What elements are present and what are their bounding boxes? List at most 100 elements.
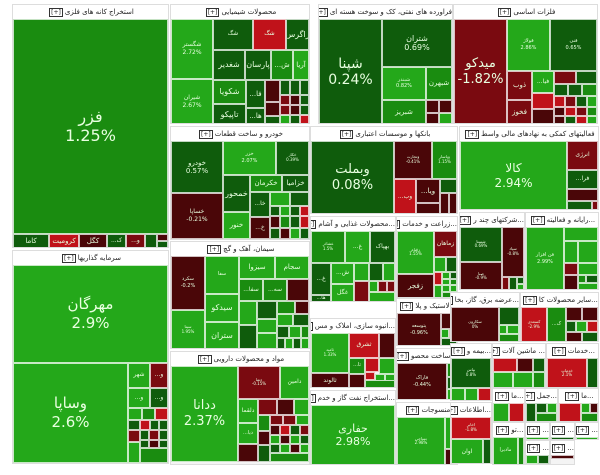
sector-header[interactable]: منسوجات[+]: [397, 403, 457, 417]
stock-tile[interactable]: وپاسار 1.15%: [432, 141, 457, 179]
sector-investments[interactable]: سرمایه گذاریها[+] مهرگان 2.9% وساپا 2.6% شهر.…: [12, 250, 169, 464]
stock-tile[interactable]: [533, 358, 545, 372]
expand-icon[interactable]: [+]: [495, 392, 510, 401]
stock-tile[interactable]: [502, 277, 509, 289]
stock-tile[interactable]: ذوب: [507, 71, 532, 100]
stock-tile[interactable]: [547, 403, 557, 413]
stock-tile[interactable]: [290, 115, 300, 123]
stock-tile[interactable]: ...فیا: [532, 71, 554, 93]
stock-tile[interactable]: [434, 285, 442, 297]
stock-tile[interactable]: [526, 455, 538, 464]
stock-tile[interactable]: [582, 332, 598, 341]
stock-tile[interactable]: [285, 338, 293, 348]
stock-tile[interactable]: اوان: [451, 439, 483, 463]
stock-tile[interactable]: [145, 234, 157, 247]
stock-tile[interactable]: ...ش: [331, 263, 354, 284]
stock-tile[interactable]: شگ: [253, 19, 286, 50]
stock-tile[interactable]: [280, 95, 290, 105]
stock-tile[interactable]: [280, 80, 290, 95]
stock-tile[interactable]: [576, 437, 598, 439]
sector-small-f[interactable]: ...[+]: [575, 422, 599, 440]
stock-tile[interactable]: تاپیکو: [213, 104, 246, 123]
sector-header[interactable]: ...[+]: [551, 441, 574, 455]
sector-header[interactable]: ...[+]: [551, 423, 574, 437]
stock-tile[interactable]: [369, 292, 395, 301]
stock-tile[interactable]: [290, 425, 300, 435]
stock-tile[interactable]: غگل: [331, 284, 354, 301]
stock-tile[interactable]: [257, 333, 277, 348]
stock-tile[interactable]: [157, 241, 168, 247]
expand-icon[interactable]: [+]: [199, 130, 213, 139]
stock-tile[interactable]: سیتا 1.95%: [171, 310, 205, 348]
stock-tile[interactable]: [270, 192, 290, 206]
stock-tile[interactable]: کالا 2.94%: [460, 141, 567, 209]
stock-tile[interactable]: [290, 206, 300, 216]
expand-icon[interactable]: [+]: [497, 8, 512, 17]
stock-tile[interactable]: [300, 435, 309, 444]
sector-header[interactable]: ...شرکتهای چند ر[+]: [460, 213, 524, 227]
stock-tile[interactable]: [513, 372, 533, 387]
stock-tile[interactable]: ...ک: [547, 307, 566, 341]
stock-tile[interactable]: [566, 332, 582, 341]
stock-tile[interactable]: ددانا 2.37%: [171, 366, 238, 462]
sector-small-h[interactable]: ...[+]: [550, 440, 575, 465]
stock-tile[interactable]: [434, 257, 446, 272]
sector-real-estate[interactable]: ...انبوه سازی، املاک و مس[+]ثامید1.33%ثش…: [310, 318, 396, 388]
stock-tile[interactable]: [507, 325, 519, 334]
stock-tile[interactable]: [526, 403, 536, 421]
stock-tile[interactable]: ...غ: [311, 263, 331, 295]
sector-small-c[interactable]: ...ما[+]: [558, 388, 599, 422]
stock-tile[interactable]: [257, 301, 277, 319]
stock-tile[interactable]: زفجر: [397, 274, 434, 297]
expand-icon[interactable]: [+]: [576, 426, 590, 435]
expand-icon[interactable]: [+]: [451, 296, 453, 305]
stock-tile[interactable]: [582, 307, 598, 321]
stock-tile[interactable]: [533, 372, 545, 387]
stock-tile[interactable]: [140, 420, 150, 430]
stock-tile[interactable]: ...و: [150, 388, 168, 408]
stock-tile[interactable]: [576, 107, 587, 116]
stock-tile[interactable]: ...خا: [250, 192, 270, 217]
stock-tile[interactable]: [238, 444, 258, 462]
expand-icon[interactable]: [+]: [207, 245, 222, 254]
sector-header[interactable]: ...[+]: [576, 423, 598, 437]
stock-tile[interactable]: [551, 437, 574, 439]
sector-header[interactable]: ...اطلاعات[+]: [451, 403, 491, 417]
stock-tile[interactable]: [379, 333, 395, 358]
stock-tile[interactable]: [554, 96, 565, 107]
stock-tile[interactable]: [277, 314, 293, 326]
stock-tile[interactable]: زاگرس: [286, 19, 309, 50]
stock-tile[interactable]: [258, 431, 270, 445]
stock-tile[interactable]: سیزوا: [239, 256, 275, 279]
stock-tile[interactable]: [442, 272, 450, 279]
sector-transport[interactable]: ...تو[+] مادیرا: [492, 422, 525, 465]
stock-tile[interactable]: ثشرق: [349, 333, 379, 358]
stock-tile[interactable]: [442, 279, 450, 285]
stock-tile[interactable]: [277, 399, 294, 415]
sector-pharma[interactable]: مواد و محصولات دارویی[+] ددانا 2.37% دتما -0…: [170, 351, 310, 465]
stock-tile[interactable]: [587, 321, 598, 332]
stock-tile[interactable]: غشاذر 1.5%: [311, 231, 345, 263]
stock-tile[interactable]: [128, 408, 142, 420]
expand-icon[interactable]: [+]: [565, 392, 580, 401]
stock-tile[interactable]: نساجی 2.98%: [397, 417, 445, 464]
stock-tile[interactable]: [450, 272, 457, 279]
stock-tile[interactable]: [280, 228, 290, 239]
stock-tile[interactable]: سپاد -0.8%: [502, 227, 524, 277]
expand-icon[interactable]: [+]: [526, 392, 535, 401]
stock-tile[interactable]: [578, 263, 598, 275]
stock-tile[interactable]: [509, 277, 517, 289]
sector-chemicals[interactable]: محصولات شیمیایی[+] شگستر 2.72% شیران 2.67% شگ…: [170, 4, 310, 124]
stock-tile[interactable]: [565, 96, 576, 107]
sector-header[interactable]: فعالیتهای کمکی به نهادهای مالی واسط[+]: [460, 127, 598, 141]
stock-tile[interactable]: شگ: [213, 19, 253, 50]
stock-tile[interactable]: [354, 281, 369, 301]
expand-icon[interactable]: [+]: [526, 444, 541, 453]
expand-icon[interactable]: [+]: [311, 394, 316, 403]
stock-tile[interactable]: شپنا 0.24%: [319, 19, 382, 123]
stock-tile[interactable]: ...و: [150, 363, 168, 388]
stock-tile[interactable]: [378, 281, 387, 292]
stock-tile[interactable]: [554, 71, 576, 84]
stock-tile[interactable]: [567, 201, 592, 209]
